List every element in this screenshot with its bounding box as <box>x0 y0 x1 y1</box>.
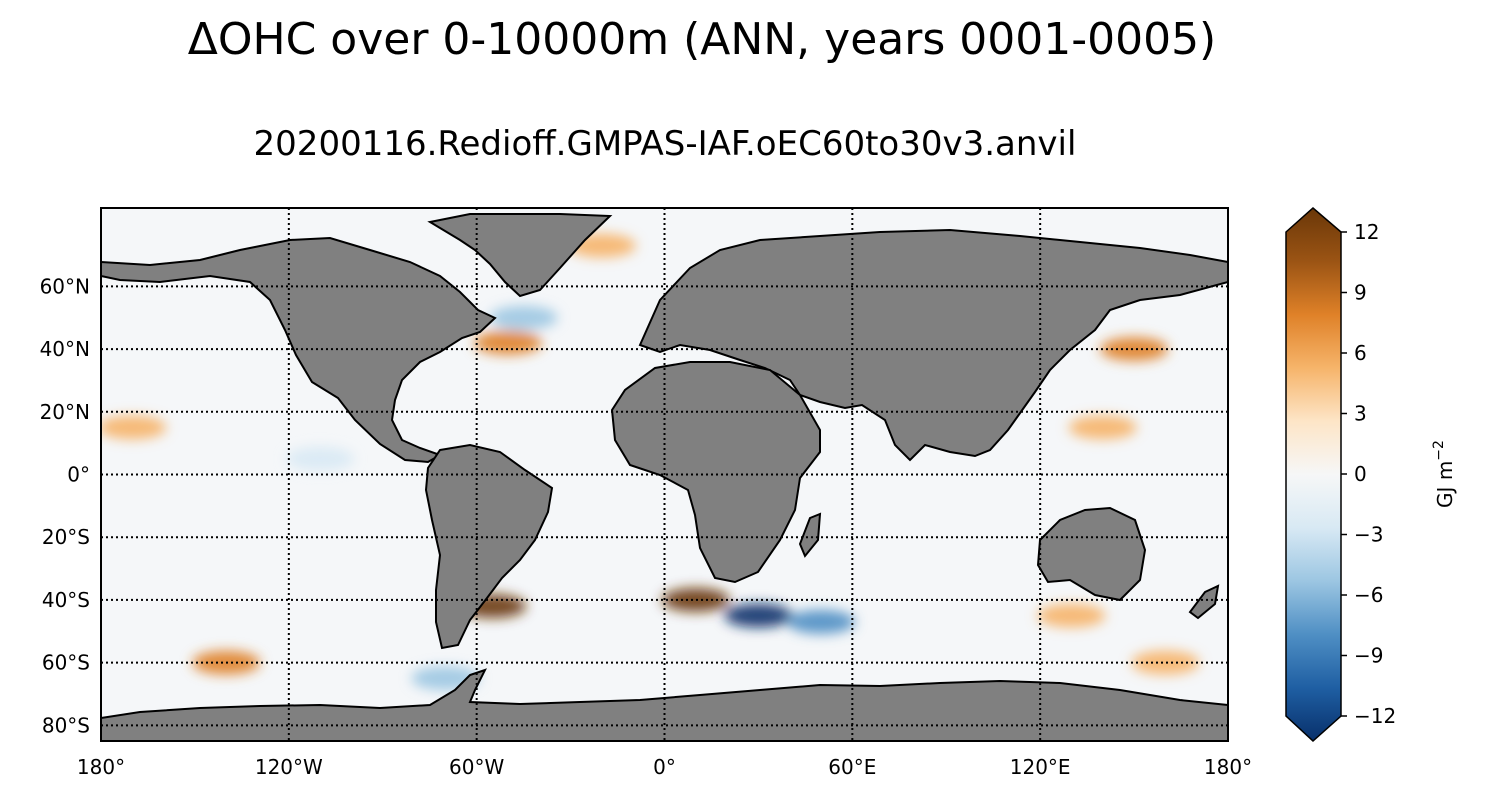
lat-tick-label: 80°S <box>42 713 90 737</box>
colorbar-tick-label: 0 <box>1354 462 1367 486</box>
colorbar-tick-label: 6 <box>1354 341 1367 365</box>
colorbar-body <box>1285 207 1342 743</box>
axis-ticks: 180° 120°W 60°W 0° 60°E 120°E 180° 60°N 40°N 20°N… <box>40 274 1253 779</box>
lon-tick-label: 60°W <box>449 755 504 779</box>
lon-tick-label: 60°E <box>828 755 876 779</box>
anomaly-6 <box>724 603 793 628</box>
lon-tick-label: 180° <box>77 755 125 779</box>
anomaly-11 <box>1131 650 1200 675</box>
anomaly-14 <box>286 446 355 471</box>
land-eurasia <box>638 228 1228 462</box>
colorbar-tick-label: −3 <box>1354 523 1383 547</box>
lat-tick-label: 40°N <box>40 337 90 361</box>
anomaly-2 <box>1100 337 1169 362</box>
anomaly-3 <box>1068 415 1137 440</box>
land-madagascar <box>798 512 822 558</box>
land-antarctica <box>101 668 1228 741</box>
colorbar-label: GJ m−2 <box>1431 440 1457 508</box>
land-new-zealand <box>1188 584 1220 620</box>
lon-tick-label: 180° <box>1204 755 1252 779</box>
lat-tick-label: 40°S <box>42 588 90 612</box>
lon-tick-label: 120°W <box>255 755 323 779</box>
colorbar-tick-label: 12 <box>1354 220 1379 244</box>
anomaly-9 <box>473 330 542 355</box>
map-panel: 180° 120°W 60°W 0° 60°E 120°E 180° 60°N 40°N 20°N… <box>40 207 1253 779</box>
anomaly-7 <box>787 609 856 634</box>
anomaly-8 <box>489 305 558 330</box>
map-frame <box>100 207 1229 742</box>
anomaly-0 <box>661 587 730 612</box>
lat-tick-label: 60°N <box>40 274 90 298</box>
figure-subtitle: 20200116.Redioff.GMPAS-IAF.oEC60to30v3.a… <box>253 124 1077 164</box>
figure-title: ΔOHC over 0-10000m (ANN, years 0001-0005… <box>187 14 1217 65</box>
colorbar-ticks: 12 9 6 3 0 −3 −6 −9 −12 <box>1341 220 1396 728</box>
lat-tick-label: 20°S <box>42 525 90 549</box>
lon-tick-label: 120°E <box>1010 755 1071 779</box>
colorbar-tick-label: −6 <box>1354 583 1383 607</box>
colorbar: 12 9 6 3 0 −3 −6 −9 −12 GJ m−2 <box>1285 207 1457 743</box>
anomaly-4 <box>101 415 167 440</box>
land-greenland <box>427 213 613 298</box>
lat-tick-label: 20°N <box>40 400 90 424</box>
land-south-america <box>424 443 554 650</box>
colorbar-tick-label: 9 <box>1354 281 1367 305</box>
lon-tick-label: 0° <box>653 755 676 779</box>
lat-tick-label: 60°S <box>42 651 90 675</box>
colorbar-tick-label: −9 <box>1354 644 1383 668</box>
lat-tick-label: 0° <box>67 463 90 487</box>
anomaly-12 <box>1037 603 1106 628</box>
land-africa <box>610 361 821 584</box>
gridlines <box>101 208 1228 741</box>
land-masses <box>101 213 1228 741</box>
colorbar-tick-label: −12 <box>1354 704 1396 728</box>
colorbar-tick-label: 3 <box>1354 402 1367 426</box>
land-australia <box>1036 506 1147 602</box>
